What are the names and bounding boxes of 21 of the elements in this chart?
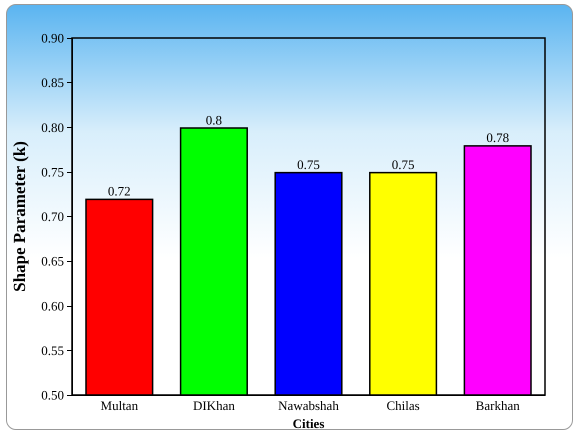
y-axis-title: Shape Parameter (k) xyxy=(10,141,29,292)
x-tick-label: Multan xyxy=(100,398,139,413)
data-label: 0.72 xyxy=(108,184,131,199)
x-axis-title: Cities xyxy=(292,416,324,431)
y-tick-label: 0.80 xyxy=(41,120,64,135)
y-tick-label: 0.65 xyxy=(41,254,64,269)
y-tick-label: 0.55 xyxy=(41,342,64,358)
x-tick-label: Barkhan xyxy=(476,398,520,413)
x-tick-label: Chilas xyxy=(386,398,420,413)
x-tick-label: Nawabshah xyxy=(278,398,340,413)
y-tick-label: 0.75 xyxy=(41,164,64,180)
y-tick-label: 0.70 xyxy=(41,209,64,224)
y-tick-label: 0.90 xyxy=(41,30,64,46)
y-tick-label: 0.85 xyxy=(41,75,64,90)
y-tick-label: 0.50 xyxy=(41,388,64,402)
data-label: 0.75 xyxy=(297,156,320,172)
y-tick-label: 0.60 xyxy=(41,298,64,314)
data-label: 0.75 xyxy=(392,156,414,172)
x-tick-label: DIKhan xyxy=(192,398,236,413)
data-label: 0.8 xyxy=(206,112,222,128)
data-label: 0.78 xyxy=(486,130,510,146)
